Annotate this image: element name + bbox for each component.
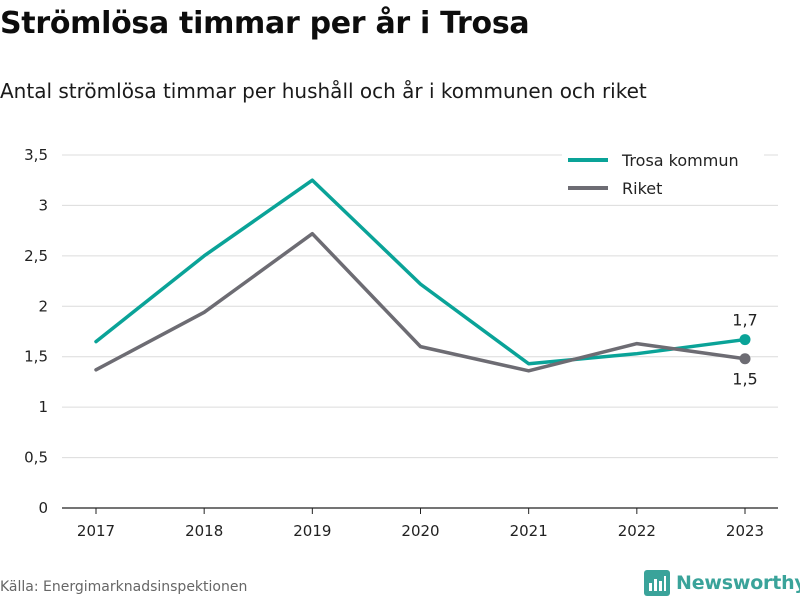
- brand-logo: Newsworthy: [644, 568, 800, 598]
- y-tick-label: 2,5: [24, 247, 48, 265]
- y-axis: 0 0,5 1 1,5 2 2,5 3 3,5: [24, 146, 48, 517]
- series-line: [94, 178, 747, 366]
- legend: Trosa kommun Riket: [562, 144, 764, 204]
- x-tick-label: 2020: [401, 522, 439, 540]
- legend-label: Trosa kommun: [621, 151, 739, 170]
- y-tick-label: 3: [38, 196, 48, 214]
- y-tick-label: 1,5: [24, 348, 48, 366]
- x-tick-label: 2019: [293, 522, 331, 540]
- chart-subtitle: Antal strömlösa timmar per hushåll och å…: [0, 79, 647, 103]
- legend-label: Riket: [622, 179, 662, 198]
- line-chart: 0 0,5 1 1,5 2 2,5 3 3,5 2017 2018 2019 2020 2021 202…: [24, 144, 778, 540]
- x-tick-label: 2022: [618, 522, 656, 540]
- y-tick-label: 0: [38, 499, 48, 517]
- series-end-label: 1,5: [732, 370, 757, 389]
- legend-background: [562, 144, 764, 204]
- x-tick-label: 2018: [185, 522, 223, 540]
- y-tick-label: 0,5: [24, 449, 48, 467]
- series-end-point: [739, 353, 751, 365]
- chart-title: Strömlösa timmar per år i Trosa: [0, 6, 530, 41]
- y-tick-label: 1: [38, 398, 48, 416]
- x-axis: 2017 2018 2019 2020 2021 2022 2023: [62, 507, 778, 540]
- x-tick-label: 2021: [510, 522, 548, 540]
- series-end-point: [739, 334, 751, 346]
- brand-name: Newsworthy: [676, 572, 800, 594]
- source-note: Källa: Energimarknadsinspektionen: [0, 579, 248, 595]
- y-tick-label: 2: [38, 297, 48, 315]
- newsworthy-logo-icon: [644, 570, 670, 596]
- series-group: 1,7 1,5: [94, 178, 758, 389]
- series-line: [94, 231, 747, 373]
- x-tick-label: 2023: [726, 522, 764, 540]
- y-tick-label: 3,5: [24, 146, 48, 164]
- x-tick-label: 2017: [77, 522, 115, 540]
- series-end-label: 1,7: [732, 311, 757, 330]
